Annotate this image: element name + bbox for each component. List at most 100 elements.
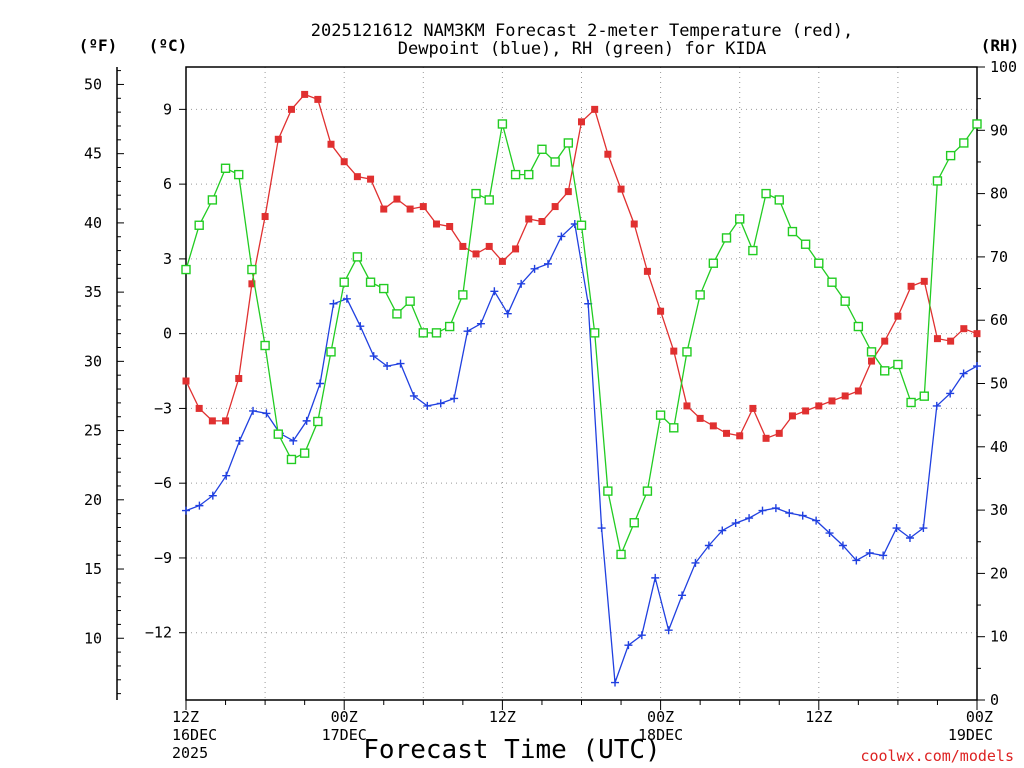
dewpoint-point — [785, 509, 794, 518]
rh-unit-label: (RH) — [981, 36, 1020, 55]
dewpoint-point — [624, 641, 633, 650]
2-meter-temperature-point — [261, 213, 269, 221]
rh-point — [972, 119, 982, 129]
x-tick-label: 00Z — [331, 708, 358, 726]
rh-point — [524, 169, 534, 180]
rh-point — [629, 518, 639, 528]
x-tick-date-label: 16DEC — [172, 726, 217, 744]
x-tick-label: 12Z — [172, 708, 199, 726]
dewpoint-point — [409, 391, 418, 400]
rh-point — [787, 226, 798, 237]
rh-tick-label: 0 — [990, 691, 999, 709]
x-tick-date-label: 18DEC — [638, 726, 683, 744]
fahrenheit-tick-label: 50 — [84, 75, 102, 93]
dewpoint-point — [436, 399, 445, 408]
dewpoint-point — [369, 352, 378, 361]
rh-point — [748, 245, 758, 256]
x-tick-date-label: 19DEC — [948, 726, 993, 744]
rh-point — [721, 233, 732, 243]
fahrenheit-tick-label: 20 — [84, 491, 102, 509]
dewpoint-point — [329, 299, 338, 308]
2-meter-temperature-point — [380, 205, 388, 213]
rh-point — [655, 410, 666, 420]
dewpoint-point — [678, 591, 687, 600]
2-meter-temperature-point — [630, 220, 638, 228]
rh-point — [497, 119, 508, 129]
fahrenheit-tick-label: 10 — [84, 629, 102, 647]
rh-point — [814, 258, 824, 268]
2-meter-temperature-point — [815, 402, 823, 410]
credit-text: coolwx.com/models — [860, 747, 1014, 765]
rh-point — [563, 138, 574, 148]
rh-tick-label: 80 — [990, 185, 1008, 203]
rh-point — [550, 157, 560, 167]
2-meter-temperature-point — [841, 392, 849, 400]
x-tick-year-label: 2025 — [172, 744, 208, 762]
2-meter-temperature-point — [314, 95, 322, 103]
rh-point — [945, 150, 956, 161]
2-meter-temperature-point — [340, 158, 348, 166]
rh-point — [313, 416, 323, 427]
rh-point — [379, 283, 389, 294]
rh-point — [181, 264, 191, 275]
dewpoint-point — [637, 631, 646, 640]
rh-point — [392, 309, 402, 319]
rh-point — [616, 549, 626, 560]
2-meter-temperature-point — [894, 312, 902, 320]
dewpoint-point — [611, 678, 620, 687]
2-meter-temperature-point — [432, 220, 440, 228]
2-meter-temperature-point — [657, 307, 665, 315]
dewpoint-point — [771, 504, 780, 513]
chart-title-line-1: 2025121612 NAM3KM Forecast 2-meter Tempe… — [311, 21, 853, 41]
2-meter-temperature-point — [907, 282, 915, 290]
rh-point — [234, 169, 244, 180]
dewpoint-point — [208, 491, 217, 500]
2-meter-temperature-point — [802, 407, 810, 415]
rh-point — [260, 340, 270, 351]
dewpoint-point — [651, 573, 660, 582]
x-axis-label: Forecast Time (UTC) — [363, 735, 660, 765]
dewpoint-point — [865, 548, 874, 557]
rh-tick-label: 40 — [990, 438, 1008, 456]
dewpoint-point — [919, 524, 928, 533]
dewpoint-point — [812, 516, 821, 525]
fahrenheit-tick-label: 30 — [84, 352, 102, 370]
2-meter-temperature-point — [195, 404, 203, 412]
2-meter-temperature-point — [604, 150, 612, 158]
dewpoint-point — [879, 551, 888, 560]
2-meter-temperature-point — [327, 140, 335, 148]
rh-point — [840, 296, 850, 306]
dewpoint-point — [691, 558, 700, 567]
dewpoint-point — [289, 436, 298, 445]
2-meter-temperature-point — [749, 404, 757, 412]
dewpoint-point — [356, 322, 365, 331]
2-meter-temperature-point — [287, 105, 295, 113]
rh-point — [642, 486, 653, 496]
rh-line — [185, 123, 978, 557]
rh-point — [352, 252, 363, 262]
rh-point — [774, 195, 784, 205]
celsius-tick-label: −9 — [154, 549, 172, 567]
dewpoint-point — [664, 626, 673, 635]
x-tick-label: 12Z — [489, 708, 516, 726]
fahrenheit-tick-label: 15 — [84, 560, 102, 578]
dewpoint-point — [463, 327, 472, 336]
2-meter-temperature-point — [485, 242, 493, 250]
2-meter-temperature-point — [459, 242, 467, 250]
2-meter-temperature-point — [828, 397, 836, 405]
fahrenheit-tick-label: 25 — [84, 422, 102, 440]
dewpoint-point — [798, 511, 807, 520]
rh-point — [365, 277, 376, 287]
dewpoint-point — [396, 359, 405, 368]
dewpoint-point — [745, 514, 754, 523]
dewpoint-point — [450, 394, 459, 403]
axes: 9630−3−6−9−12504540353025201510010203040… — [84, 58, 1017, 762]
celsius-tick-label: 0 — [163, 325, 172, 343]
2-meter-temperature-point — [274, 135, 282, 143]
dewpoint-point — [758, 506, 767, 515]
x-tick-date-label: 17DEC — [322, 726, 367, 744]
rh-point — [603, 486, 613, 496]
rh-point — [418, 328, 428, 338]
dewpoint-point — [262, 409, 271, 418]
rh-point — [932, 176, 943, 186]
